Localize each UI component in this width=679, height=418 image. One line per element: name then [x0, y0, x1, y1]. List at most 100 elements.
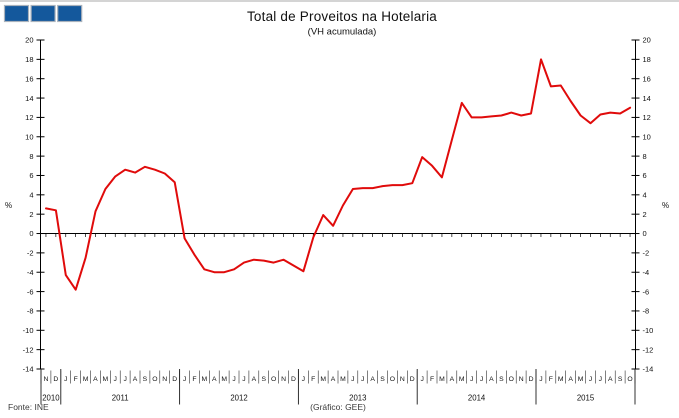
month-label: S	[261, 376, 266, 383]
year-label: 2015	[577, 394, 595, 403]
month-label: O	[152, 376, 157, 383]
y-axis-unit-left: %	[5, 201, 12, 210]
chart-title: Total de Proveitos na Hotelaria	[247, 9, 437, 24]
month-label: O	[390, 376, 395, 383]
month-label: A	[133, 376, 138, 383]
month-label: J	[64, 376, 67, 383]
credit-note: (Gráfico: GEE)	[310, 402, 366, 412]
month-label: D	[410, 376, 415, 383]
y-tick-label-left: 12	[25, 113, 33, 122]
y-tick-label-left: -6	[27, 287, 34, 296]
month-label: S	[499, 376, 504, 383]
month-label: N	[162, 376, 167, 383]
y-tick-label-right: -2	[643, 249, 650, 258]
month-label: M	[103, 376, 109, 383]
logo-square	[57, 4, 83, 23]
month-label: F	[430, 376, 434, 383]
month-label: D	[529, 376, 534, 383]
month-label: M	[578, 376, 584, 383]
y-tick-label-right: -6	[643, 287, 650, 296]
month-label: J	[351, 376, 354, 383]
month-label: J	[420, 376, 423, 383]
source-note: Fonte: INE	[8, 402, 49, 412]
month-label: F	[74, 376, 78, 383]
y-tick-label-right: -14	[643, 365, 654, 374]
y-tick-label-right: 8	[643, 152, 647, 161]
month-label: J	[470, 376, 473, 383]
year-label: 2014	[468, 394, 486, 403]
y-tick-label-left: 10	[25, 132, 33, 141]
y-tick-label-right: 14	[643, 94, 651, 103]
y-tick-label-right: -4	[643, 268, 650, 277]
month-label: J	[599, 376, 602, 383]
logo-square	[3, 4, 30, 23]
year-label: 2011	[112, 394, 129, 403]
month-label: N	[43, 376, 48, 383]
month-label: A	[252, 376, 257, 383]
month-label: F	[192, 376, 196, 383]
month-label: N	[281, 376, 286, 383]
month-label: D	[172, 376, 177, 383]
y-tick-label-left: 6	[29, 171, 33, 180]
month-label: J	[589, 376, 592, 383]
y-tick-label-left: -10	[23, 326, 34, 335]
y-tick-label-right: 18	[643, 55, 651, 64]
year-label: 2013	[349, 394, 366, 403]
y-tick-label-left: 18	[25, 55, 33, 64]
month-label: A	[331, 376, 336, 383]
y-tick-label-left: 4	[29, 191, 33, 200]
month-label: M	[340, 376, 346, 383]
y-tick-label-left: 14	[25, 94, 33, 103]
month-label: M	[459, 376, 465, 383]
month-label: A	[568, 376, 573, 383]
month-label: J	[539, 376, 542, 383]
y-tick-label-right: 10	[643, 132, 651, 141]
month-label: M	[202, 376, 208, 383]
year-label: 2012	[230, 394, 247, 403]
month-label: A	[212, 376, 217, 383]
logo-square	[30, 4, 56, 23]
month-label: A	[93, 376, 98, 383]
month-label: N	[519, 376, 524, 383]
month-label: O	[509, 376, 514, 383]
month-label: D	[53, 376, 58, 383]
month-label: A	[370, 376, 375, 383]
month-label: A	[450, 376, 455, 383]
month-label: O	[271, 376, 276, 383]
y-tick-label-left: -12	[23, 345, 34, 354]
y-tick-label-left: 16	[25, 74, 33, 83]
y-tick-label-left: -14	[23, 365, 34, 374]
y-tick-label-left: 0	[29, 229, 33, 238]
y-tick-label-left: 8	[29, 152, 33, 161]
y-tick-label-left: -4	[27, 268, 34, 277]
y-tick-label-right: 16	[643, 74, 651, 83]
month-label: J	[232, 376, 235, 383]
month-label: M	[558, 376, 564, 383]
month-label: M	[83, 376, 89, 383]
month-label: N	[400, 376, 405, 383]
y-tick-label-left: 20	[25, 36, 33, 45]
month-label: J	[114, 376, 117, 383]
data-line-total-proveitos	[45, 58, 632, 291]
month-label: F	[311, 376, 315, 383]
month-label: J	[480, 376, 483, 383]
y-tick-label-right: 0	[643, 229, 647, 238]
y-tick-label-left: -2	[27, 249, 34, 258]
y-tick-label-right: -12	[643, 345, 654, 354]
y-tick-label-right: 2	[643, 210, 647, 219]
y-tick-label-right: 6	[643, 171, 647, 180]
month-label: S	[618, 376, 623, 383]
month-label: A	[608, 376, 613, 383]
year-label: 2010	[42, 394, 60, 403]
y-tick-label-right: -8	[643, 307, 650, 316]
y-tick-label-right: -10	[643, 326, 654, 335]
month-label: J	[183, 376, 186, 383]
chart-subtitle: (VH acumulada)	[308, 27, 377, 38]
month-label: J	[242, 376, 245, 383]
month-label: S	[380, 376, 385, 383]
month-label: J	[123, 376, 126, 383]
month-label: S	[143, 376, 148, 383]
month-label: J	[302, 376, 305, 383]
